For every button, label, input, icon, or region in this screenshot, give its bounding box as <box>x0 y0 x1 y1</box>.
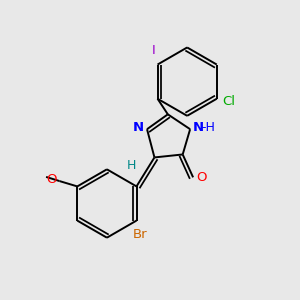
Text: Cl: Cl <box>222 94 235 108</box>
Text: O: O <box>197 171 207 184</box>
Text: N: N <box>193 121 204 134</box>
Text: N: N <box>133 121 144 134</box>
Text: H: H <box>127 159 136 172</box>
Text: O: O <box>46 173 56 186</box>
Text: I: I <box>152 44 156 57</box>
Text: -H: -H <box>201 121 215 134</box>
Text: Br: Br <box>133 228 147 241</box>
